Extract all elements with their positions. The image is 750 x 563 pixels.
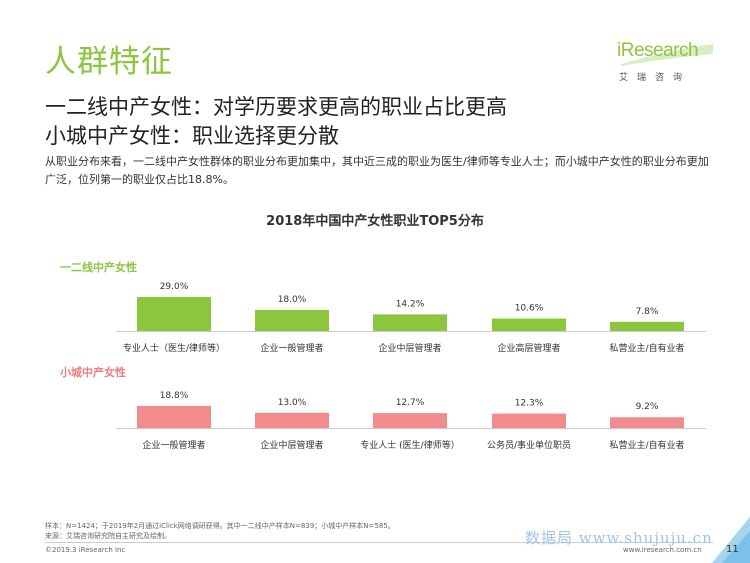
data-label: 13.0% xyxy=(278,398,307,408)
bar xyxy=(610,321,684,331)
bar xyxy=(255,412,329,428)
footer-divider xyxy=(45,542,713,543)
bar xyxy=(255,309,329,331)
bar xyxy=(373,314,447,331)
bar xyxy=(492,413,566,428)
category-label: 企业中层管理者 xyxy=(378,342,441,354)
category-label: 企业高层管理者 xyxy=(497,342,560,354)
data-label: 10.6% xyxy=(515,304,544,314)
subtitle-line-1: 一二线中产女性：对学历要求更高的职业占比更高 xyxy=(45,95,507,119)
category-label: 私营业主/自有业者 xyxy=(609,342,684,354)
category-label: 专业人士 (医生/律师等） xyxy=(360,439,459,451)
bar xyxy=(137,405,211,428)
subtitle-line-2: 小城中产女性：职业选择更分散 xyxy=(45,124,339,148)
data-label: 12.3% xyxy=(515,399,544,409)
data-label: 9.2% xyxy=(636,402,659,412)
bar xyxy=(373,413,447,428)
group-label: 小城中产女性 xyxy=(59,365,126,379)
watermark-text: 数据局 www.shujuju.cn xyxy=(525,529,713,547)
bar xyxy=(492,318,566,331)
group-label: 一二线中产女性 xyxy=(60,260,137,274)
website-url: www.iresearch.com.cn xyxy=(623,546,702,554)
data-label: 29.0% xyxy=(160,282,189,292)
footnote-sample: 样本：N=1424；于2019年2月通过iClick网络调研获得。其中一二线中产… xyxy=(45,522,395,530)
logo-subtext: 艾瑞咨询 xyxy=(619,73,692,83)
corner-decoration-icon xyxy=(712,517,750,563)
footnote-source: 来源：艾瑞咨询研究院自主研究及绘制。 xyxy=(45,532,171,540)
logo-swoosh-icon xyxy=(621,44,713,66)
data-label: 12.7% xyxy=(396,398,425,408)
copyright-text: ©2019.3 iResearch Inc xyxy=(45,546,126,554)
logo-wordmark: iResearch xyxy=(617,40,699,61)
page-number: 11 xyxy=(726,544,739,555)
category-label: 私营业主/自有业者 xyxy=(609,439,684,451)
data-label: 7.8% xyxy=(636,307,659,317)
description-text: 从职业分布来看，一二线中产女性群体的职业分布更加集中，其中近三成的职业为医生/律… xyxy=(45,155,709,186)
iresearch-logo: iResearch 艾瑞咨询 xyxy=(617,40,717,86)
category-label: 公务员/事业单位职员 xyxy=(487,439,571,451)
data-label: 18.0% xyxy=(278,295,307,305)
page-title: 人群特征 xyxy=(45,44,173,80)
bar xyxy=(137,297,211,331)
category-label: 企业一般管理者 xyxy=(260,342,323,354)
bar xyxy=(610,417,684,428)
data-label: 18.8% xyxy=(160,391,189,401)
chart-title: 2018年中国中产女性职业TOP5分布 xyxy=(266,214,484,229)
category-label: 专业人士（医生/律师等） xyxy=(123,342,225,354)
data-label: 14.2% xyxy=(396,299,425,309)
category-label: 企业中层管理者 xyxy=(260,439,323,451)
category-label: 企业一般管理者 xyxy=(142,439,205,451)
